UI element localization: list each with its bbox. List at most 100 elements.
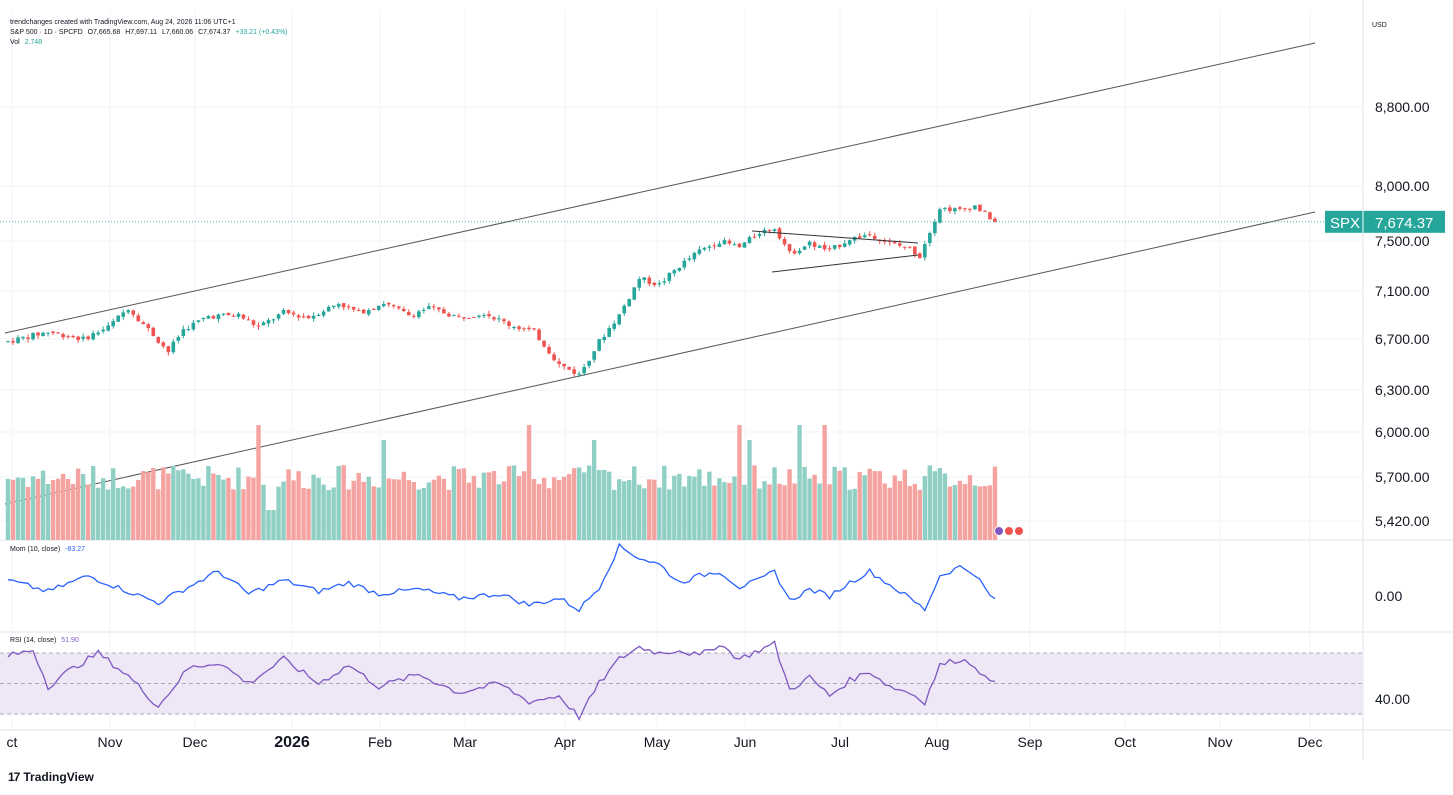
volume-bar [897,480,902,540]
momentum-label: Mom (10, close) -83.27 [10,546,85,553]
volume-bar [887,487,892,540]
volume-bar [486,472,492,540]
volume-bar [171,465,176,540]
header-info: S&P 500 · 1D · SPCFD O7,665.68 H7,697.11… [10,29,291,36]
candle-body [642,277,647,280]
volume-bar [601,469,607,540]
candle-body [887,241,892,243]
volume-bar [667,489,672,540]
volume-bar [847,489,852,540]
candle-body [697,249,702,254]
volume-bar [516,476,522,540]
candle-body [517,326,521,330]
candle-body [582,367,586,374]
volume-bar [196,478,201,540]
volume-bar [406,480,411,540]
price-tick-label: 6,300.00 [1375,382,1430,398]
candlesticks [6,204,997,378]
candle-body [562,363,566,367]
volume-bar [722,482,727,540]
rsi-label: RSI (14, close) 51.90 [10,637,79,644]
candle-body [71,336,75,338]
candle-body [677,267,682,271]
candle-body [958,207,962,209]
candle-body [176,337,181,341]
candle-body [557,361,561,364]
volume-bar [541,477,547,540]
candle-body [161,342,166,347]
candle-body [236,313,241,317]
candle-body [797,250,802,254]
candle-body [356,310,361,312]
volume-bar [151,467,156,540]
volume-bar [391,479,396,540]
candle-body [652,282,657,286]
price-tick-label: 6,700.00 [1375,331,1430,347]
candle-body [316,315,321,317]
volume-bar [401,471,406,540]
volume-bar [381,440,386,540]
candle-body [702,247,707,250]
volume-bar [852,488,857,540]
candle-body [256,325,261,327]
candle-body [331,305,336,307]
candle-body [757,234,762,236]
volume-bar [867,468,872,540]
volume-bar [146,472,151,540]
volume-bar [576,467,582,540]
candle-body [121,312,126,317]
volume-bar [927,465,933,540]
volume-bar [451,466,457,540]
volume-bar [827,484,832,540]
last-price-symbol: SPX [1330,215,1360,232]
close-value: C7,674.37 [198,29,231,36]
volume-bar [902,469,907,540]
volume-bar [261,484,266,540]
volume-bar [632,466,637,540]
candle-body [837,244,842,248]
volume-bar [246,476,251,540]
candle-body [847,240,852,245]
tradingview-logo[interactable]: 17 TradingView [8,770,94,784]
volume-bar [652,479,657,540]
volume-bar [241,489,246,540]
volume-bar [521,471,527,540]
currency-label[interactable]: USD [1372,22,1387,29]
candle-body [206,316,211,319]
channel-lower-line [4,211,1316,505]
axes: 8,800.00 8,000.00 7,500.00 7,100.00 6,700.00… [0,99,1445,751]
volume-bar [221,479,226,540]
volume-bar [647,479,652,540]
candle-body [467,318,471,320]
volume-bar [111,468,116,540]
volume-bar [131,486,136,540]
volume-bar [271,510,276,540]
volume-bar [231,489,236,540]
volume-bar [45,484,51,540]
candle-body [537,329,541,340]
volume-bar [596,470,602,540]
volume-bar [877,471,882,540]
high-value: H7,697.11 [125,29,158,36]
volume-bar [476,487,482,540]
volume-bar [872,471,877,540]
volume-bar [506,466,512,540]
volume-bar [947,486,953,540]
time-tick-label: Dec [1298,734,1323,750]
volume-bar [366,476,371,540]
candle-body [732,244,737,246]
volume-bar [907,486,912,540]
candle-body [407,312,411,316]
candle-body [186,329,191,331]
candle-body [857,236,862,239]
volume-bar [186,473,191,540]
momentum-last-value: -83.27 [65,546,85,553]
volume-bar [677,473,682,540]
candle-body [241,314,246,319]
volume-bar [496,484,502,540]
volume-bar [526,425,532,540]
volume-bar [752,465,757,540]
source-text: trendchanges created with TradingView.co… [10,19,236,26]
candle-body [502,319,506,322]
volume-bar [446,489,452,540]
